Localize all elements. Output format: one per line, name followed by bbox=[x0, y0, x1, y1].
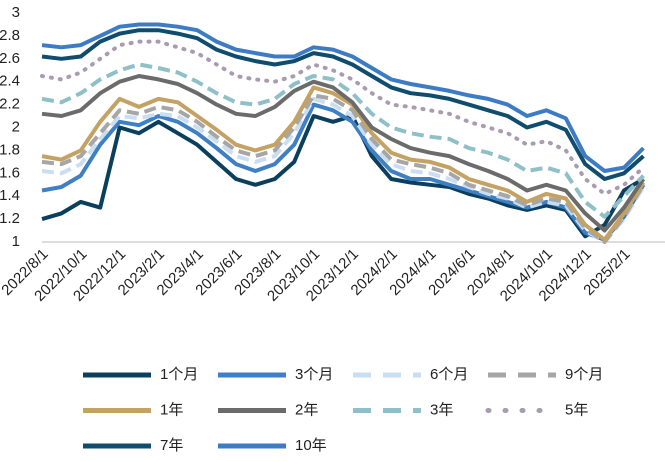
series-line bbox=[41, 74, 646, 233]
y-tick-label: 1 bbox=[12, 233, 20, 250]
y-tick-label: 1.8 bbox=[0, 141, 20, 158]
y-tick-label: 2.8 bbox=[0, 27, 20, 44]
legend-label: 10年 bbox=[295, 437, 327, 454]
y-tick-label: 2.4 bbox=[0, 73, 20, 90]
series-line bbox=[41, 62, 645, 219]
legend-label: 3个月 bbox=[295, 366, 333, 383]
series-line bbox=[41, 93, 646, 244]
legend-label: 7年 bbox=[160, 437, 183, 454]
series-line bbox=[40, 39, 646, 196]
y-tick-label: 1.4 bbox=[0, 187, 20, 204]
series-line bbox=[41, 114, 645, 239]
series-line bbox=[41, 28, 645, 181]
legend-label: 1年 bbox=[160, 401, 183, 418]
legend-label: 2年 bbox=[295, 401, 318, 418]
series-line bbox=[41, 85, 646, 242]
y-tick-label: 2.2 bbox=[0, 96, 20, 113]
legend-label: 3年 bbox=[430, 401, 453, 418]
legend-label: 1个月 bbox=[160, 366, 198, 383]
y-tick-label: 1.2 bbox=[0, 210, 20, 227]
legend-label: 5年 bbox=[565, 401, 588, 418]
y-tick-label: 2 bbox=[12, 118, 20, 135]
y-tick-label: 1.6 bbox=[0, 164, 20, 181]
series-line bbox=[41, 102, 646, 242]
legend-label: 9个月 bbox=[565, 366, 603, 383]
y-tick-label: 3 bbox=[12, 4, 20, 21]
legend-label: 6个月 bbox=[430, 366, 468, 383]
series-line bbox=[41, 22, 645, 173]
y-tick-label: 2.6 bbox=[0, 50, 20, 67]
